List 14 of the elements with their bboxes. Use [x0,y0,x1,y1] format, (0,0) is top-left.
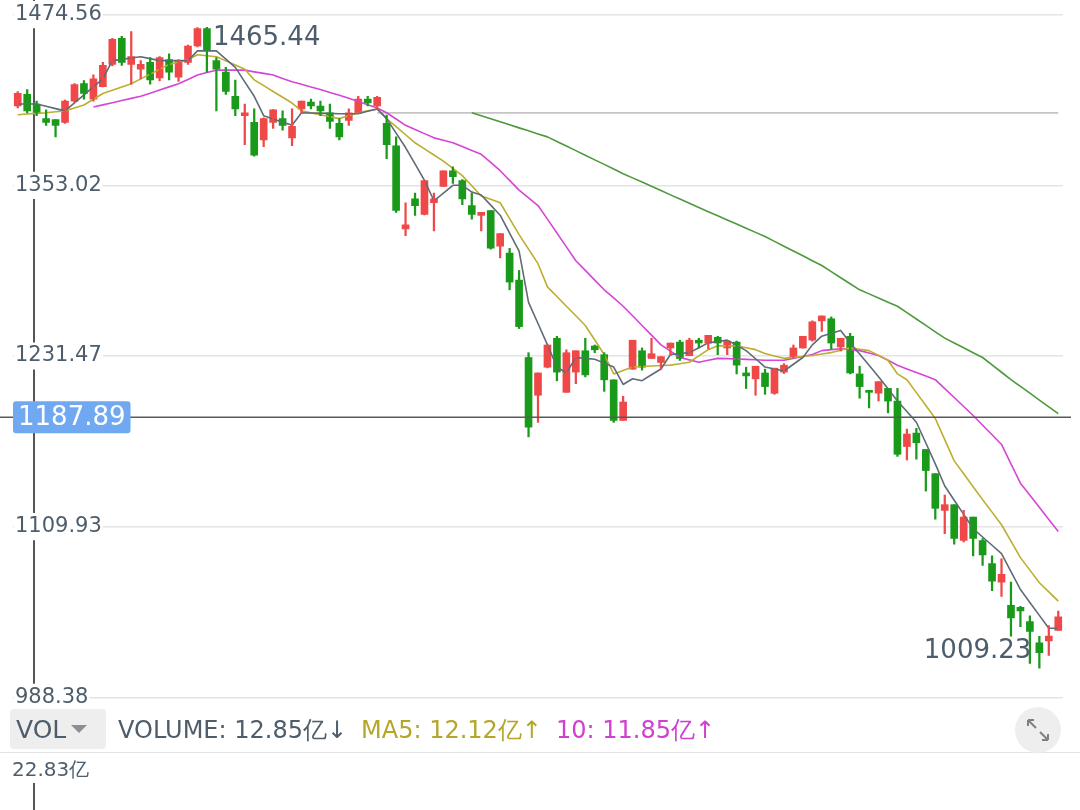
y-tick-label: 1109.93 [15,513,102,538]
annotation: 1009.23 [923,633,1032,664]
candlestick [628,339,637,370]
text: 22.83亿 [12,756,90,783]
y-tick-label: 1474.56 [15,1,102,26]
y-tick-label: 988.38 [15,683,89,708]
text: MA5: 12.12亿↑ [361,715,542,746]
text: VOL [16,714,67,744]
ref-line-label: 1187.89 [18,400,126,431]
y-tick-label: 1353.02 [15,171,102,196]
annotation: 1465.44 [212,21,321,52]
text: 10: 11.85亿↑ [555,715,716,746]
y-tick-label: 1231.47 [15,342,102,367]
text: VOLUME: 12.85亿↓ [118,715,348,746]
